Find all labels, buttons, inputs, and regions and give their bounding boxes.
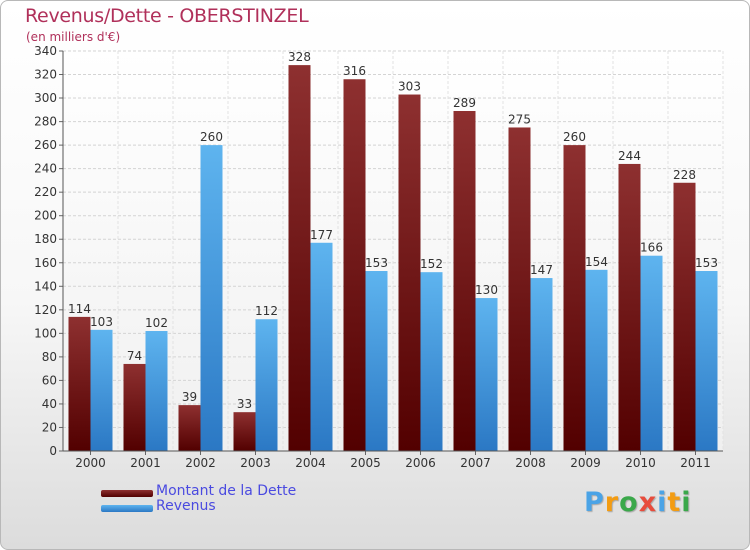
bar-revenus-2000 <box>90 329 113 451</box>
data-label-debt-2003: 33 <box>237 397 252 411</box>
bar-debt-2009 <box>563 145 586 451</box>
legend-label-revenus: Revenus <box>156 498 216 514</box>
bar-debt-2011 <box>673 182 696 451</box>
bar-revenus-2001 <box>145 331 168 451</box>
x-tick-label: 2000 <box>75 456 106 470</box>
x-tick-label: 2007 <box>460 456 491 470</box>
data-label-debt-2010: 244 <box>618 149 641 163</box>
data-label-debt-2002: 39 <box>182 390 197 404</box>
logo-letter: P <box>584 487 605 518</box>
y-tick-label: 180 <box>34 232 57 246</box>
y-tick-label: 80 <box>42 350 57 364</box>
data-label-revenus-2005: 153 <box>365 256 388 270</box>
bar-debt-2001 <box>123 363 146 451</box>
legend-label-debt: Montant de la Dette <box>156 483 297 499</box>
logo-letter: i <box>657 487 668 518</box>
bar-revenus-2011 <box>695 271 718 451</box>
x-tick-label: 2003 <box>240 456 271 470</box>
logo-letter: o <box>619 487 639 518</box>
data-label-debt-2008: 275 <box>508 112 531 126</box>
data-label-revenus-2009: 154 <box>585 255 608 269</box>
logo-letter: t <box>667 487 682 518</box>
y-tick-label: 120 <box>34 303 57 317</box>
bar-revenus-2008 <box>530 278 553 451</box>
bar-debt-2003 <box>233 412 256 451</box>
y-tick-label: 340 <box>34 44 57 58</box>
bar-revenus-2005 <box>365 271 388 451</box>
bar-revenus-2003 <box>255 319 278 451</box>
bar-revenus-2002 <box>200 145 223 451</box>
x-tick-label: 2005 <box>350 456 381 470</box>
y-tick-label: 280 <box>34 115 57 129</box>
legend-swatch-revenus <box>101 505 153 512</box>
y-tick-label: 20 <box>42 420 57 434</box>
x-tick-label: 2001 <box>130 456 161 470</box>
x-tick-label: 2002 <box>185 456 216 470</box>
data-label-revenus-2004: 177 <box>310 228 333 242</box>
data-label-revenus-2001: 102 <box>145 316 168 330</box>
y-tick-label: 0 <box>49 444 57 458</box>
legend-swatch-debt <box>101 490 153 497</box>
x-tick-label: 2010 <box>625 456 656 470</box>
y-tick-label: 300 <box>34 91 57 105</box>
y-tick-label: 100 <box>34 326 57 340</box>
y-tick-label: 60 <box>42 373 57 387</box>
y-tick-label: 140 <box>34 279 57 293</box>
x-tick-label: 2004 <box>295 456 326 470</box>
logo-letter: i <box>681 487 692 518</box>
bar-revenus-2010 <box>640 255 663 451</box>
x-tick-label: 2009 <box>570 456 601 470</box>
bar-debt-2006 <box>398 94 421 451</box>
data-label-revenus-2006: 152 <box>420 257 443 271</box>
data-label-debt-2004: 328 <box>288 50 311 64</box>
chart-title: Revenus/Dette - OBERSTINZEL <box>25 5 309 27</box>
bar-debt-2002 <box>178 405 201 451</box>
x-tick-label: 2008 <box>515 456 546 470</box>
data-label-debt-2011: 228 <box>673 168 696 182</box>
x-tick-label: 2011 <box>680 456 711 470</box>
data-label-debt-2009: 260 <box>563 130 586 144</box>
data-label-revenus-2002: 260 <box>200 130 223 144</box>
data-label-revenus-2011: 153 <box>695 256 718 270</box>
data-label-debt-2006: 303 <box>398 80 421 94</box>
y-tick-label: 220 <box>34 185 57 199</box>
y-tick-label: 240 <box>34 162 57 176</box>
y-tick-label: 40 <box>42 397 57 411</box>
y-tick-label: 260 <box>34 138 57 152</box>
chart-subtitle: (en milliers d'€) <box>26 30 121 44</box>
data-label-revenus-2010: 166 <box>640 241 663 255</box>
bar-revenus-2007 <box>475 298 498 451</box>
logo-letter: r <box>604 487 620 518</box>
bar-revenus-2006 <box>420 272 443 451</box>
y-tick-label: 320 <box>34 68 57 82</box>
bar-debt-2004 <box>288 65 311 451</box>
data-label-revenus-2007: 130 <box>475 283 498 297</box>
y-tick-label: 160 <box>34 256 57 270</box>
data-label-debt-2007: 289 <box>453 96 476 110</box>
logo-letter: x <box>638 487 658 518</box>
data-label-debt-2001: 74 <box>127 349 142 363</box>
proxiti-logo: Proxiti <box>584 487 692 518</box>
bar-revenus-2009 <box>585 269 608 451</box>
y-tick-label: 200 <box>34 209 57 223</box>
data-label-revenus-2000: 103 <box>90 315 113 329</box>
bar-debt-2010 <box>618 163 641 452</box>
bar-debt-2007 <box>453 111 476 451</box>
x-tick-label: 2006 <box>405 456 436 470</box>
bar-debt-2005 <box>343 79 366 451</box>
data-label-revenus-2003: 112 <box>255 304 278 318</box>
bar-debt-2008 <box>508 127 531 452</box>
data-label-debt-2005: 316 <box>343 64 366 78</box>
bar-debt-2000 <box>68 316 91 451</box>
data-label-revenus-2008: 147 <box>530 263 553 277</box>
data-label-debt-2000: 114 <box>68 302 91 316</box>
bar-revenus-2004 <box>310 242 333 451</box>
